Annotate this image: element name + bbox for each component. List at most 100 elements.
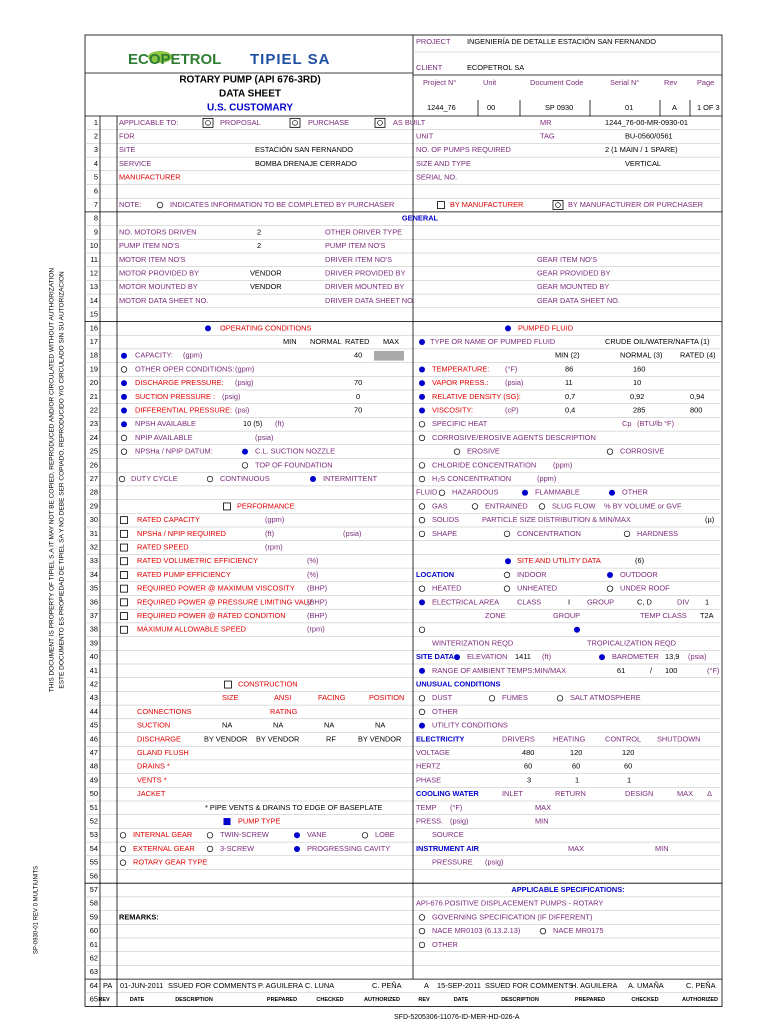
cell-text: REV <box>98 997 110 1003</box>
cell-text: OTHER DRIVER TYPE <box>325 227 402 236</box>
row-number: 12 <box>90 269 98 278</box>
cell-text: MAX <box>677 789 693 798</box>
cell-text: 01-JUN-2011 <box>120 981 163 990</box>
row-number: 7 <box>94 200 98 209</box>
cell-text: PREPARED <box>267 997 297 1003</box>
cell-text: PROGRESSING CAVITY <box>307 844 390 853</box>
cell-text: SITE AND UTILITY DATA <box>517 556 601 565</box>
cell-text: VANE <box>307 830 327 839</box>
cell-text: COOLING WATER <box>416 789 479 798</box>
doc-header: Page <box>697 78 714 87</box>
row-number: 1 <box>94 118 98 127</box>
cell-text: (psia) <box>505 378 523 387</box>
radio <box>205 120 211 126</box>
cell-text: OTHER OPER CONDITIONS: <box>135 364 234 373</box>
checkbox-filled <box>223 818 231 826</box>
cell-text: GEAR PROVIDED BY <box>537 269 611 278</box>
cell-text: DRIVERS <box>502 734 535 743</box>
cell-text: PURCHASE <box>308 118 349 127</box>
cell-text: BY MANUFACTURER <box>450 200 523 209</box>
cell-text: OPERATING CONDITIONS <box>220 323 312 332</box>
cell-text: (cP) <box>505 406 519 415</box>
radio-filled <box>607 571 613 578</box>
cell-text: HAZARDOUS <box>452 488 498 497</box>
cell-text: FUMES <box>502 693 528 702</box>
row-number: 30 <box>90 515 98 524</box>
cell-text: SUCTION <box>137 721 170 730</box>
cell-text: MOTOR PROVIDED BY <box>119 269 199 278</box>
cell-text: (µ) <box>705 515 714 524</box>
cell-text: BY VENDOR <box>256 734 299 743</box>
cell-text: MOTOR ITEM NO'S <box>119 255 186 264</box>
cell-text: PUMP TYPE <box>238 817 281 826</box>
radio <box>120 434 128 442</box>
cell-text: CHLORIDE CONCENTRATION <box>432 460 536 469</box>
cell-text: NA <box>324 721 334 730</box>
cell-text: 60 <box>524 762 532 771</box>
cell-text: SOLIDS <box>432 515 459 524</box>
radio <box>418 585 426 592</box>
logo-mark <box>148 51 172 63</box>
radio <box>292 120 298 126</box>
doc-header: Serial N° <box>610 78 639 87</box>
row-number: 47 <box>90 748 98 757</box>
cell-text: SLUG FLOW <box>552 501 596 510</box>
cell-text: NA <box>273 721 283 730</box>
cell-text: 160 <box>633 364 645 373</box>
cell-text: GEAR ITEM NO'S <box>537 255 597 264</box>
row-number: 64 <box>90 981 98 990</box>
radio <box>118 475 126 483</box>
row-number: 3 <box>94 145 98 154</box>
radio-filled <box>419 407 425 414</box>
cell-text: NOTE: <box>119 200 142 209</box>
radio <box>418 421 426 428</box>
cell-text: MOTOR MOUNTED BY <box>119 282 198 291</box>
cell-text: 0 <box>356 392 360 401</box>
row-number: 58 <box>90 899 98 908</box>
checkbox <box>120 529 128 538</box>
cell-text: OTHER <box>622 488 648 497</box>
cell-text: GOVERNING SPECIFICATION (IF DIFFERENT) <box>432 912 592 921</box>
radio <box>418 503 426 510</box>
cell-text: GAS <box>432 501 448 510</box>
cell-text: VENDOR <box>250 269 282 278</box>
cell-text: 0,4 <box>565 406 575 415</box>
cell-text: GROUP <box>553 611 580 620</box>
radio <box>418 695 426 702</box>
radio <box>206 475 214 483</box>
row-number: 54 <box>90 844 98 853</box>
radio <box>555 202 561 208</box>
row-number: 53 <box>90 830 98 839</box>
cell-text: TAG <box>540 132 555 141</box>
radio <box>539 928 547 935</box>
checkbox <box>120 557 128 566</box>
doc-value: SP 0930 <box>545 103 573 112</box>
cell-text: UNIT <box>416 132 434 141</box>
cell-text: 40 <box>354 351 362 360</box>
cell-text: PERFORMANCE <box>237 501 295 510</box>
row-number: 11 <box>90 255 98 264</box>
cell-text: RATING <box>270 707 298 716</box>
cell-text: DUTY CYCLE <box>131 474 178 483</box>
checkbox <box>552 200 564 210</box>
radio <box>453 448 461 455</box>
cell-text: C. PEÑA <box>372 981 402 990</box>
cell-text: MAX <box>535 803 551 812</box>
cell-text: OTHER <box>432 940 458 949</box>
cell-text: SHUTDOWN <box>657 734 701 743</box>
cell-text: MR <box>540 118 552 127</box>
cell-text: ROTARY GEAR TYPE <box>133 858 207 867</box>
value: INGENIERÍA DE DETALLE ESTACIÓN SAN FERNA… <box>467 37 656 46</box>
radio <box>120 366 128 373</box>
cell-text: TEMP <box>416 803 437 812</box>
cell-text: ELECTRICITY <box>416 734 465 743</box>
radio-filled <box>522 489 528 496</box>
row-number: 23 <box>90 419 98 428</box>
cell-text: C.L. SUCTION NOZZLE <box>255 447 335 456</box>
radio <box>361 832 369 839</box>
cell-text: MIN (2) <box>555 351 580 360</box>
cell-text: 2 (1 MAIN / 1 SPARE) <box>605 145 678 154</box>
cell-text: SOURCE <box>432 830 464 839</box>
cell-text: VERTICAL <box>625 159 661 168</box>
cell-text: SERIAL NO. <box>416 173 457 182</box>
